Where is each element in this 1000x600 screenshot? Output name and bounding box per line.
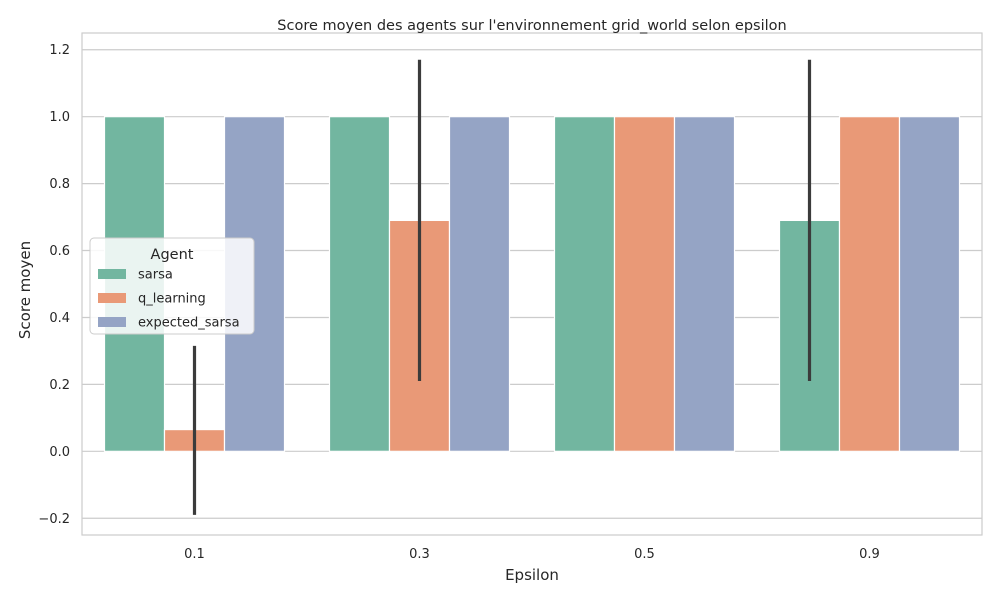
bar-q_learning-0.5 <box>613 116 676 452</box>
y-tick-label: 0.0 <box>49 445 70 460</box>
legend-swatch-expected_sarsa <box>98 317 126 327</box>
x-tick-label: 0.1 <box>184 547 205 562</box>
bar-q_learning-0.9 <box>838 116 901 452</box>
y-tick-label: −0.2 <box>38 512 70 527</box>
y-ticks: −0.2 0.0 0.2 0.4 0.6 0.8 1.0 1.2 <box>38 43 70 527</box>
legend-label-sarsa: sarsa <box>138 268 173 283</box>
bar-expected_sarsa-0.3 <box>448 116 511 452</box>
y-tick-label: 0.4 <box>49 311 70 326</box>
error-bars <box>192 59 812 515</box>
x-axis-label: Epsilon <box>505 566 559 584</box>
y-axis-label: Score moyen <box>16 241 34 339</box>
x-tick-label: 0.9 <box>859 547 880 562</box>
bar-sarsa-0.5 <box>553 116 616 452</box>
legend-box <box>89 237 255 335</box>
x-tick-label: 0.3 <box>409 547 430 562</box>
y-tick-label: 1.2 <box>49 43 70 58</box>
legend-label-q_learning: q_learning <box>138 292 206 307</box>
legend: Agent sarsa q_learning expected_sarsa <box>89 237 255 335</box>
legend-swatch-sarsa <box>98 269 126 279</box>
legend-swatch-q_learning <box>98 293 126 303</box>
legend-title: Agent <box>151 247 194 263</box>
bar-sarsa-0.3 <box>328 116 391 452</box>
legend-label-expected_sarsa: expected_sarsa <box>138 316 240 331</box>
bar-expected_sarsa-0.9 <box>898 116 961 452</box>
y-tick-label: 1.0 <box>49 110 70 125</box>
y-tick-label: 0.6 <box>49 244 70 259</box>
y-tick-label: 0.8 <box>49 177 70 192</box>
x-ticks: 0.1 0.3 0.5 0.9 <box>184 547 880 562</box>
x-tick-label: 0.5 <box>634 547 655 562</box>
chart-title: Score moyen des agents sur l'environneme… <box>277 18 786 34</box>
y-tick-label: 0.2 <box>49 378 70 393</box>
bar-expected_sarsa-0.5 <box>673 116 736 452</box>
